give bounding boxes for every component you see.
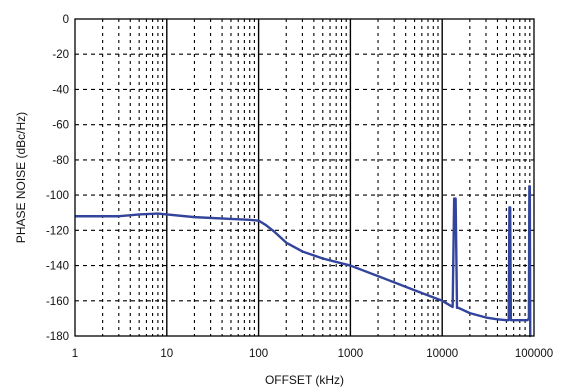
y-tick-labels: 0 -20 -40 -60 -80 -100 -120 -140 -160 -180 (46, 14, 69, 343)
y-tick-label: 0 (63, 14, 69, 26)
x-tick-label: 100000 (515, 348, 553, 360)
x-tick-label: 10000 (426, 348, 458, 360)
y-tick-label: -180 (46, 331, 69, 343)
series-line-0 (75, 185, 532, 338)
y-tick-label: -160 (46, 296, 69, 308)
x-tick-label: 10 (160, 348, 173, 360)
y-tick-label: -20 (52, 49, 69, 61)
y-tick-label: -80 (52, 155, 69, 167)
plot-frame (74, 18, 535, 337)
y-tick-label: -120 (46, 225, 69, 237)
y-tick-label: -100 (46, 190, 69, 202)
x-tick-label: 1 (72, 348, 78, 360)
grid-layer (75, 19, 534, 336)
y-tick-label: -140 (46, 261, 69, 273)
x-axis-label: OFFSET (kHz) (265, 373, 344, 387)
y-axis-label: PHASE NOISE (dBc/Hz) (14, 112, 28, 243)
series-layer (75, 185, 532, 338)
x-tick-label: 100 (249, 348, 268, 360)
y-tick-label: -40 (52, 84, 69, 96)
x-tick-labels: 1 10 100 1000 10000 100000 (72, 348, 553, 360)
y-tick-label: -60 (52, 120, 69, 132)
x-tick-label: 1000 (338, 348, 364, 360)
